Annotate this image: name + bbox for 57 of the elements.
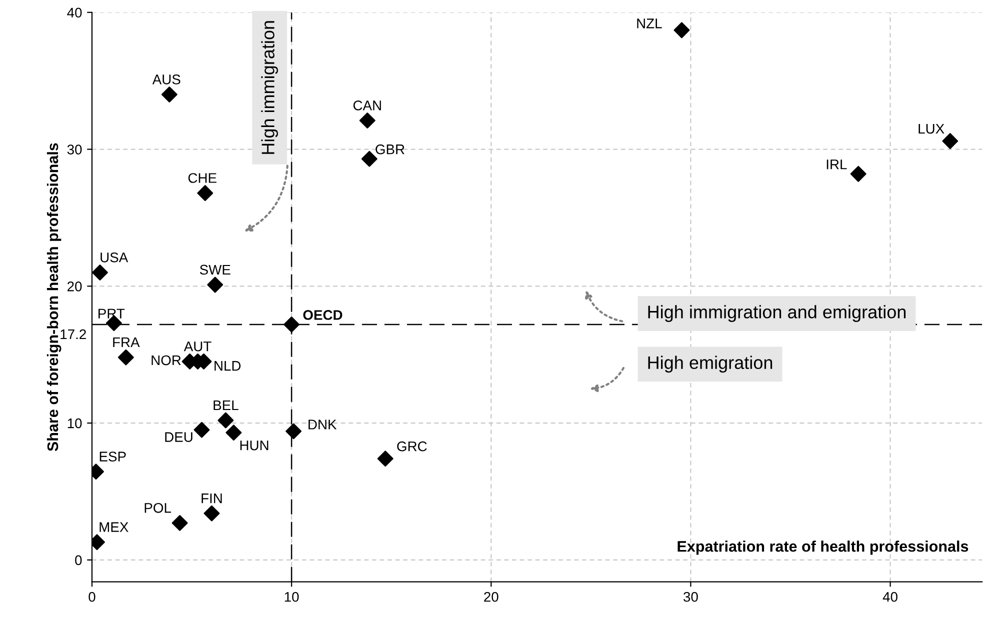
annotation: FIN <box>202 494 222 504</box>
point <box>226 424 242 441</box>
annotation: IRL <box>826 160 847 170</box>
y-tick-label: 0 <box>75 555 82 566</box>
annotation: POL <box>144 503 171 513</box>
y-axis-title: Share of foreign-born health professionals <box>46 143 62 452</box>
point <box>850 166 866 182</box>
point <box>361 150 378 167</box>
x-axis-title: Expatriation rate of health professionals <box>678 540 968 555</box>
annotation: USA <box>100 252 128 262</box>
annotation: GBR <box>376 144 404 154</box>
point <box>197 185 214 202</box>
point <box>286 423 302 440</box>
annotation: DEU <box>165 432 192 442</box>
annotation: High immigration and emigration <box>648 305 906 322</box>
annotation: BEL <box>214 400 238 410</box>
annotation: MEX <box>100 522 128 532</box>
x-tick-label: 0 <box>88 592 96 602</box>
x-tick-label: 10 <box>284 592 299 602</box>
point <box>284 316 300 332</box>
point <box>194 422 210 438</box>
point <box>118 349 134 366</box>
annotation: High immigration <box>261 21 278 154</box>
point <box>377 450 394 467</box>
annotation: ESP <box>100 452 126 462</box>
annotation: OECD <box>303 310 342 320</box>
y-tick-label: 30 <box>67 144 82 154</box>
annotation: HUN <box>240 440 268 450</box>
annotation: GRC <box>397 441 427 452</box>
x-tick-label: 40 <box>882 592 898 602</box>
annotation: CAN <box>353 100 381 110</box>
annotation: LUX <box>918 124 944 134</box>
annotation: High emigration <box>648 356 772 373</box>
point <box>218 412 234 428</box>
annotation: AUT <box>184 342 212 352</box>
annotation: AUS <box>152 74 180 84</box>
point <box>207 276 224 293</box>
annotation: FRA <box>113 338 140 348</box>
point <box>161 86 178 102</box>
point <box>204 505 220 522</box>
point <box>359 112 376 129</box>
annotation: NLD <box>214 361 241 371</box>
annotation: NZL <box>637 18 662 28</box>
annotation: DNK <box>308 420 337 430</box>
point <box>92 264 108 280</box>
x-tick-label: 20 <box>484 592 498 602</box>
x-tick-label: 30 <box>684 592 698 602</box>
y-tick-label: 10 <box>68 418 82 428</box>
point <box>942 133 958 150</box>
point <box>674 22 690 38</box>
ref-line-label: 17.2 <box>60 329 86 340</box>
annotation: CHE <box>188 173 216 183</box>
annotation: SWE <box>200 264 230 275</box>
y-tick-label: 40 <box>67 8 82 18</box>
annotation: NOR <box>152 355 181 366</box>
point <box>172 515 188 531</box>
y-tick-label: 20 <box>68 282 82 292</box>
